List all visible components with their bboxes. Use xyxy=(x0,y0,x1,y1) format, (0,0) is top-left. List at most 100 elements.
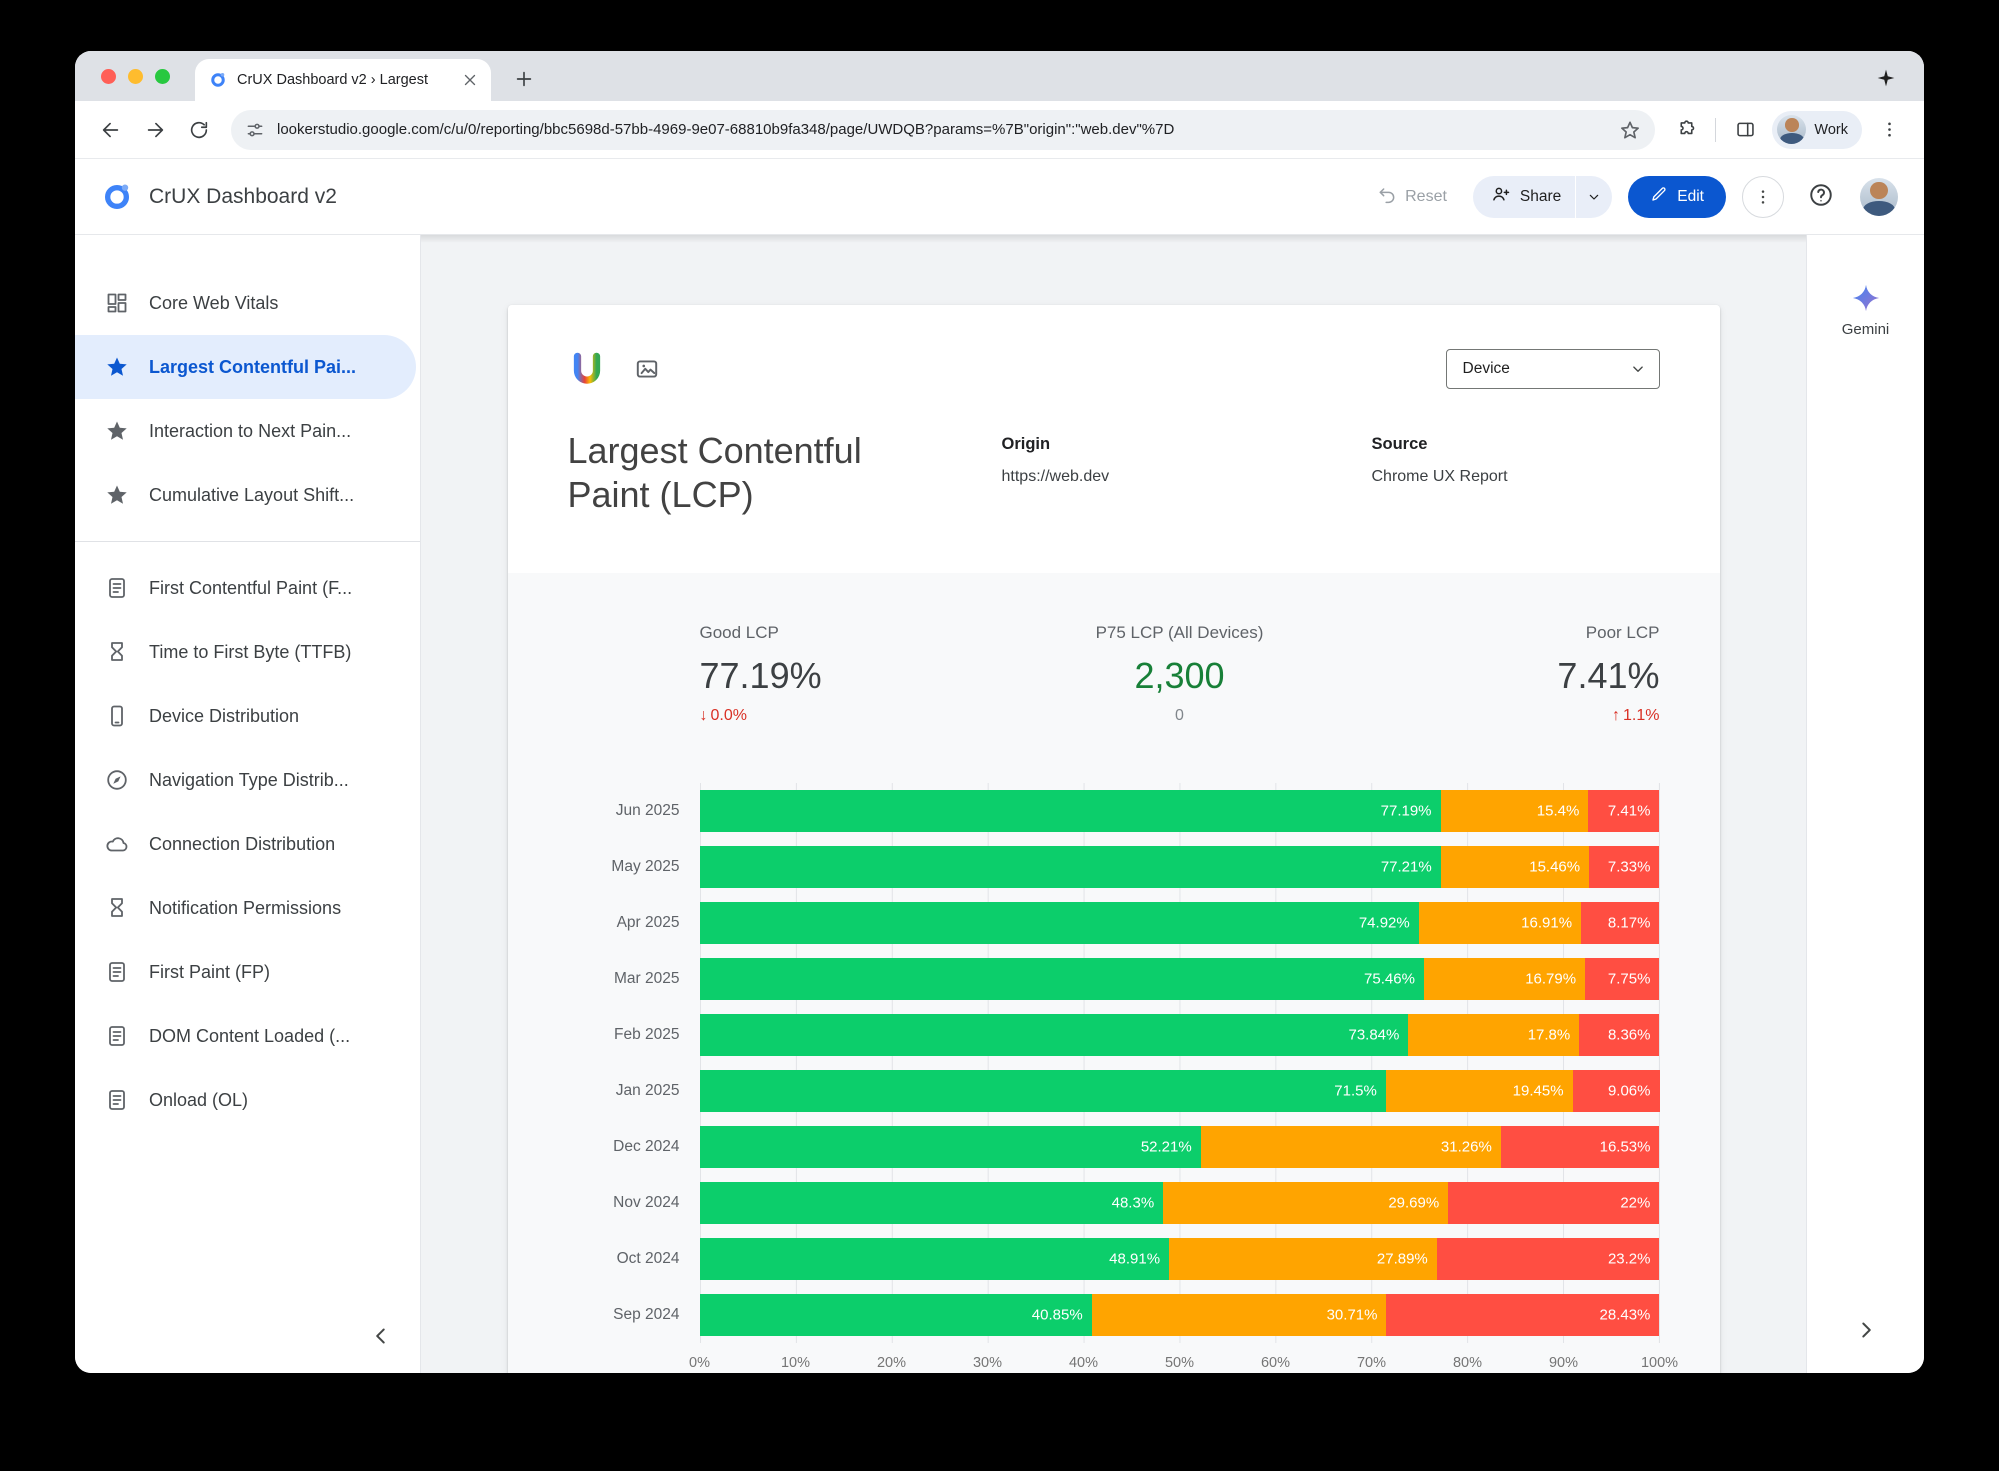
sidebar-item-first-paint-fp[interactable]: First Paint (FP) xyxy=(75,940,420,1004)
bar-segment-needs-improvement[interactable]: 15.4% xyxy=(1440,789,1589,832)
image-frame-icon xyxy=(634,356,660,382)
x-axis-tick: 70% xyxy=(1356,1354,1387,1371)
chart-category-label: Feb 2025 xyxy=(614,1025,680,1043)
bar-segment-good[interactable]: 52.21% xyxy=(699,1125,1201,1168)
bar-segment-poor[interactable]: 22% xyxy=(1448,1181,1660,1224)
share-button[interactable]: Share xyxy=(1472,175,1613,218)
expand-rail-button[interactable] xyxy=(1853,1317,1879,1343)
bar-segment-needs-improvement[interactable]: 17.8% xyxy=(1408,1013,1580,1056)
bar-segment-good[interactable]: 40.85% xyxy=(699,1293,1092,1336)
bar-segment-needs-improvement[interactable]: 30.71% xyxy=(1091,1293,1387,1336)
account-avatar[interactable] xyxy=(1860,177,1898,216)
sparkle-icon[interactable] xyxy=(1876,68,1896,88)
new-tab-button[interactable] xyxy=(513,68,535,90)
bar-value-label: 16.79% xyxy=(1525,970,1577,988)
bar-value-label: 15.4% xyxy=(1536,802,1580,820)
help-icon[interactable] xyxy=(1808,182,1838,212)
bar-segment-good[interactable]: 73.84% xyxy=(699,1013,1409,1056)
bar-segment-poor[interactable]: 7.33% xyxy=(1589,845,1660,888)
back-button[interactable] xyxy=(91,110,131,150)
bar-segment-poor[interactable]: 8.36% xyxy=(1579,1013,1660,1056)
edit-button[interactable]: Edit xyxy=(1628,175,1726,218)
sidebar-item-largest-contentful-pai[interactable]: Largest Contentful Pai... xyxy=(75,335,416,399)
share-dropdown-button[interactable] xyxy=(1576,176,1612,218)
browser-tab[interactable]: CrUX Dashboard v2 › Largest xyxy=(195,59,491,101)
sidebar-item-device-distribution[interactable]: Device Distribution xyxy=(75,684,420,748)
device-filter-dropdown[interactable]: Device xyxy=(1445,349,1660,389)
sidebar-item-core-web-vitals[interactable]: Core Web Vitals xyxy=(75,271,420,335)
scorecard-poor-lcp[interactable]: Poor LCP 7.41% ↑ 1.1% xyxy=(1340,623,1659,725)
sidebar-item-cumulative-layout-shift[interactable]: Cumulative Layout Shift... xyxy=(75,463,420,527)
sidebar-item-navigation-type-distrib[interactable]: Navigation Type Distrib... xyxy=(75,748,420,812)
forward-button[interactable] xyxy=(135,110,175,150)
bar-segment-poor[interactable]: 7.75% xyxy=(1585,957,1660,1000)
gemini-panel-button[interactable]: Gemini xyxy=(1807,283,1924,338)
sidebar-item-first-contentful-paint-f[interactable]: First Contentful Paint (F... xyxy=(75,556,420,620)
bar-segment-poor[interactable]: 28.43% xyxy=(1386,1293,1660,1336)
chart-category-label: Jan 2025 xyxy=(615,1081,680,1099)
bar-segment-good[interactable]: 48.3% xyxy=(699,1181,1164,1224)
bar-segment-poor[interactable]: 16.53% xyxy=(1500,1125,1660,1168)
close-tab-icon[interactable] xyxy=(461,71,479,89)
bar-segment-good[interactable]: 77.21% xyxy=(699,845,1441,888)
sidebar-item-label: Connection Distribution xyxy=(149,833,336,854)
bar-segment-needs-improvement[interactable]: 29.69% xyxy=(1163,1181,1449,1224)
more-options-button[interactable] xyxy=(1742,175,1784,218)
sidebar-item-time-to-first-byte-ttfb[interactable]: Time to First Byte (TTFB) xyxy=(75,620,420,684)
bar-segment-good[interactable]: 75.46% xyxy=(699,957,1424,1000)
bar-segment-needs-improvement[interactable]: 16.91% xyxy=(1418,901,1582,944)
bar-segment-needs-improvement[interactable]: 15.46% xyxy=(1440,845,1590,888)
bar-segment-good[interactable]: 48.91% xyxy=(699,1237,1170,1280)
sidebar-item-dom-content-loaded[interactable]: DOM Content Loaded (... xyxy=(75,1004,420,1068)
bar-segment-poor[interactable]: 23.2% xyxy=(1436,1237,1660,1280)
collapse-sidebar-button[interactable] xyxy=(368,1323,394,1349)
chart-bar-track: 77.19% 15.4% 7.41% xyxy=(699,789,1660,832)
chart-category-label: Sep 2024 xyxy=(613,1305,680,1323)
looker-studio-logo-icon[interactable] xyxy=(101,181,133,213)
document-icon xyxy=(105,1024,129,1048)
browser-menu-icon[interactable] xyxy=(1870,111,1908,149)
side-panel-icon[interactable] xyxy=(1726,111,1764,149)
bar-segment-good[interactable]: 71.5% xyxy=(699,1069,1386,1112)
toolbar-divider xyxy=(1715,117,1717,142)
bar-segment-good[interactable]: 74.92% xyxy=(699,901,1419,944)
address-bar[interactable]: lookerstudio.google.com/c/u/0/reporting/… xyxy=(231,109,1656,150)
profile-chip[interactable]: Work xyxy=(1772,110,1862,149)
x-axis-tick: 90% xyxy=(1548,1354,1579,1371)
bar-segment-needs-improvement[interactable]: 27.89% xyxy=(1169,1237,1437,1280)
bar-value-label: 48.91% xyxy=(1109,1250,1161,1268)
bar-segment-needs-improvement[interactable]: 31.26% xyxy=(1200,1125,1501,1168)
sidebar-item-label: First Paint (FP) xyxy=(149,961,271,982)
chart-bar-track: 75.46% 16.79% 7.75% xyxy=(699,957,1660,1000)
zoom-window-button[interactable] xyxy=(155,69,170,84)
scorecard-p75-lcp[interactable]: P75 LCP (All Devices) 2,300 0 xyxy=(1020,623,1340,725)
chart-bar-track: 74.92% 16.91% 8.17% xyxy=(699,901,1660,944)
report-name[interactable]: CrUX Dashboard v2 xyxy=(149,184,337,208)
scorecard-good-lcp[interactable]: Good LCP 77.19% ↓ 0.0% xyxy=(700,623,1020,725)
origin-label: Origin xyxy=(1001,435,1051,453)
reload-button[interactable] xyxy=(179,110,219,150)
arrow-up-icon: ↑ xyxy=(1612,706,1621,724)
close-window-button[interactable] xyxy=(101,69,116,84)
site-settings-icon[interactable] xyxy=(245,120,265,140)
sidebar-item-notification-permissions[interactable]: Notification Permissions xyxy=(75,876,420,940)
sidebar-item-onload-ol[interactable]: Onload (OL) xyxy=(75,1068,420,1132)
bar-segment-needs-improvement[interactable]: 19.45% xyxy=(1385,1069,1573,1112)
bar-segment-good[interactable]: 77.19% xyxy=(699,789,1441,832)
sidebar-item-label: First Contentful Paint (F... xyxy=(149,577,353,598)
bar-segment-needs-improvement[interactable]: 16.79% xyxy=(1423,957,1586,1000)
minimize-window-button[interactable] xyxy=(128,69,143,84)
bar-segment-poor[interactable]: 7.41% xyxy=(1588,789,1660,832)
dashboard-icon xyxy=(105,291,129,315)
sidebar-item-label: Navigation Type Distrib... xyxy=(149,769,349,790)
bookmark-icon[interactable] xyxy=(1619,119,1641,141)
sidebar-item-interaction-to-next-pain[interactable]: Interaction to Next Pain... xyxy=(75,399,420,463)
url-text[interactable]: lookerstudio.google.com/c/u/0/reporting/… xyxy=(277,121,1175,138)
sidebar-item-connection-distribution[interactable]: Connection Distribution xyxy=(75,812,420,876)
bar-segment-poor[interactable]: 8.17% xyxy=(1581,901,1660,944)
document-icon xyxy=(105,960,129,984)
reset-button[interactable]: Reset xyxy=(1367,184,1457,209)
extensions-icon[interactable] xyxy=(1667,111,1705,149)
bar-segment-poor[interactable]: 9.06% xyxy=(1572,1069,1660,1112)
chart-bar-track: 73.84% 17.8% 8.36% xyxy=(699,1013,1660,1056)
